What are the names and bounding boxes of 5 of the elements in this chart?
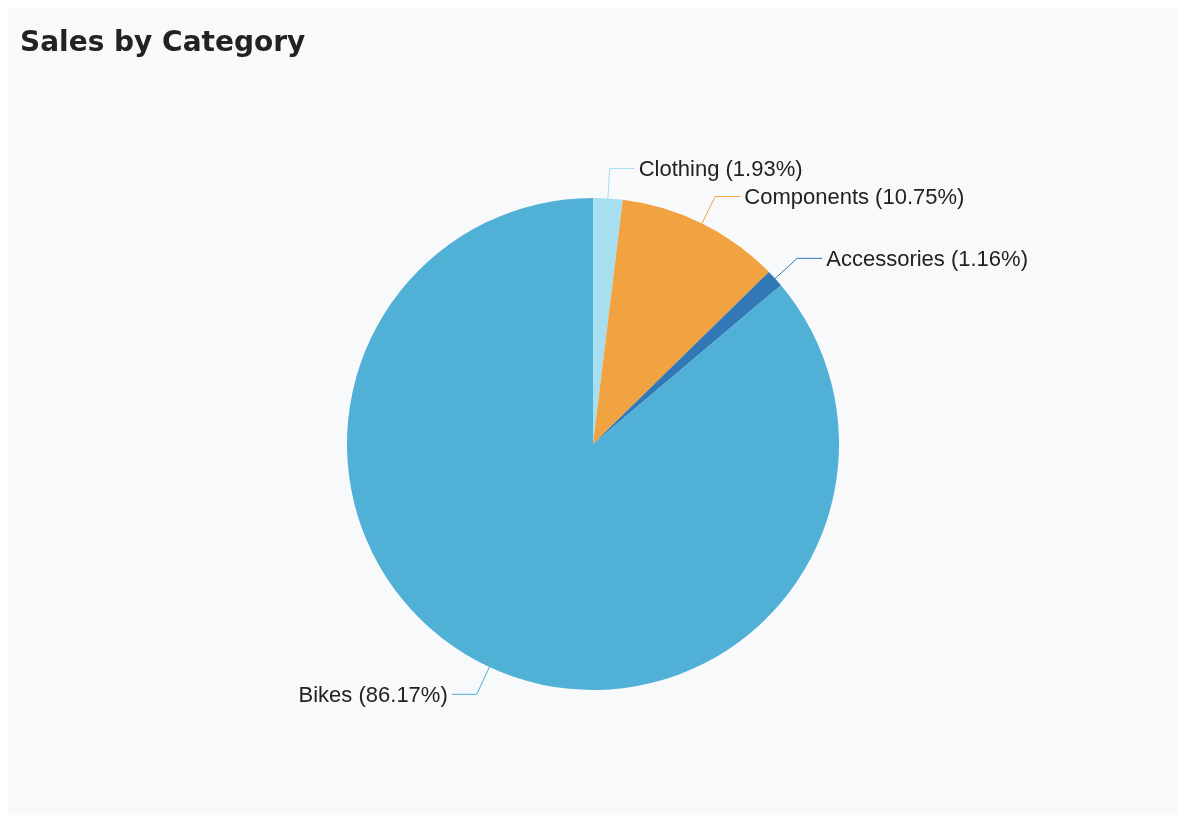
slice-label: Bikes (86.17%) xyxy=(298,682,448,708)
slice-label: Components (10.75%) xyxy=(744,184,965,210)
slice-label: Accessories (1.16%) xyxy=(826,246,1028,272)
slice-label: Clothing (1.93%) xyxy=(638,156,803,182)
chart-title: Sales by Category xyxy=(20,25,306,58)
